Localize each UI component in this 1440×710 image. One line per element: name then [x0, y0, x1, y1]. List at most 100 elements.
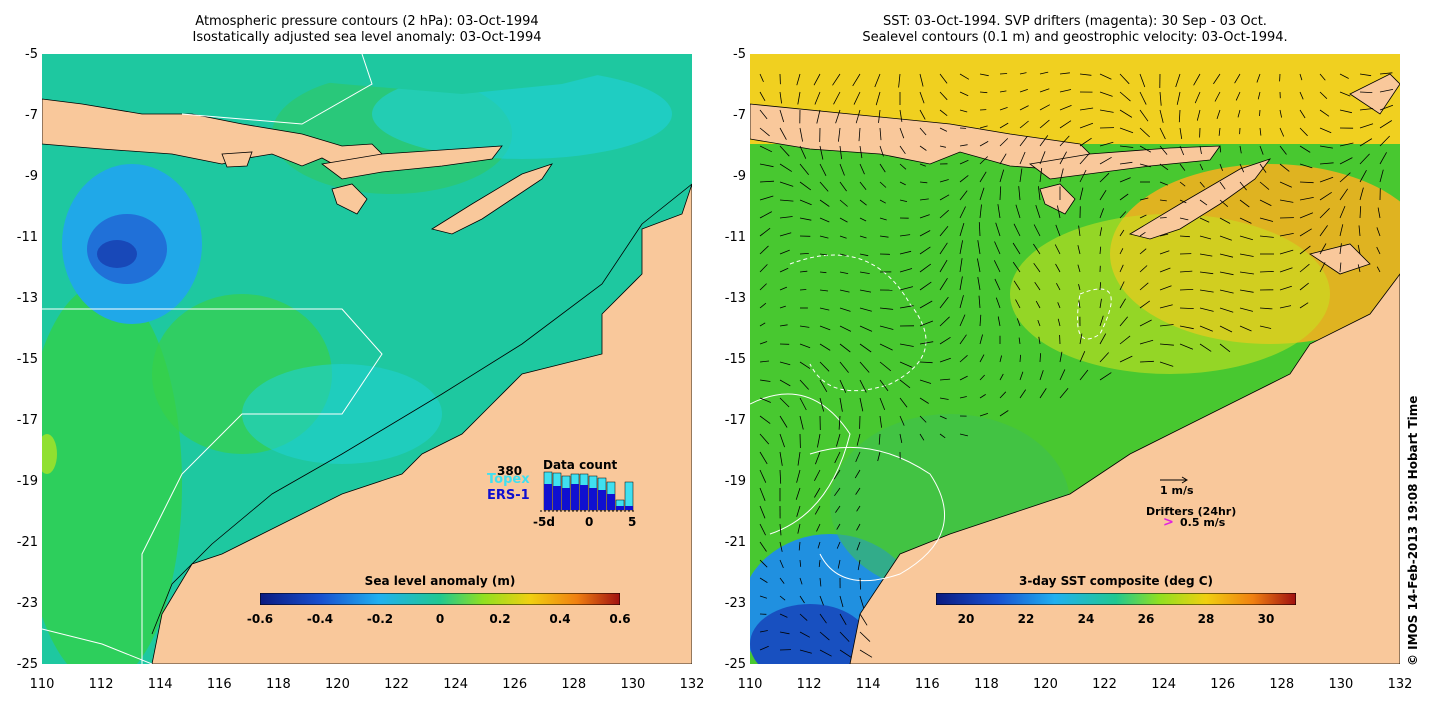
velocity-vector: [1299, 145, 1311, 153]
velocity-vector: [799, 595, 805, 604]
velocity-vector: [1059, 388, 1069, 399]
velocity-vector: [1139, 339, 1154, 345]
velocity-vector: [1159, 217, 1167, 219]
velocity-vector: [1159, 127, 1166, 140]
velocity-vector: [1319, 109, 1330, 117]
velocity-vector: [1099, 109, 1114, 113]
velocity-vector: [839, 361, 849, 373]
pressure-contour-1: [42, 308, 383, 664]
velocity-vector: [1057, 205, 1061, 219]
velocity-vector: [759, 227, 771, 237]
velocity-vector: [978, 222, 981, 237]
velocity-vector: [779, 163, 793, 172]
velocity-vector: [1239, 145, 1242, 154]
velocity-vector: [798, 541, 801, 551]
velocity-vector: [1179, 199, 1187, 204]
velocity-vector: [854, 469, 861, 479]
velocity-vector: [1379, 104, 1394, 111]
velocity-vector: [899, 361, 913, 368]
velocity-vector: [1019, 151, 1026, 165]
velocity-vector: [839, 289, 850, 293]
lat-tick-label: -11: [16, 230, 38, 245]
velocity-vector: [1059, 105, 1072, 111]
velocity-vector: [979, 187, 985, 201]
velocity-vector: [858, 127, 861, 142]
velocity-vector: [856, 523, 861, 531]
velocity-vector: [1059, 120, 1072, 129]
lon-tick-label: 110: [29, 677, 55, 692]
velocity-vector: [899, 181, 906, 186]
velocity-vector: [1159, 145, 1168, 155]
velocity-vector: [819, 397, 825, 412]
velocity-vector: [1099, 141, 1114, 147]
velocity-vector: [939, 259, 948, 273]
velocity-vector: [1119, 281, 1125, 291]
velocity-vector: [977, 276, 981, 291]
velocity-vector: [779, 397, 790, 408]
velocity-vector: [1099, 282, 1101, 291]
velocity-vector: [819, 217, 830, 223]
velocity-vector: [819, 163, 827, 176]
velocity-vector: [759, 322, 766, 327]
velocity-vector: [1259, 217, 1274, 222]
velocity-vector: [1339, 142, 1354, 147]
velocity-vector: [855, 487, 861, 495]
lon-tick-label: 118: [265, 677, 291, 692]
sst-colorbar: [936, 593, 1296, 605]
velocity-vector: [799, 397, 807, 411]
velocity-vector: [899, 397, 908, 408]
velocity-vector: [879, 199, 886, 204]
velocity-vector: [759, 415, 771, 424]
velocity-vector: [799, 361, 811, 369]
velocity-vector: [1199, 181, 1205, 188]
velocity-vector: [1376, 266, 1381, 273]
velocity-vector: [1159, 324, 1174, 327]
velocity-vector: [1159, 267, 1171, 273]
velocity-vector: [879, 145, 884, 157]
velocity-vector: [1079, 169, 1087, 183]
velocity-vector: [919, 163, 926, 167]
velocity-vector: [1339, 205, 1346, 219]
lon-tick-label: 112: [88, 677, 114, 692]
velocity-vector: [978, 295, 981, 309]
velocity-vector: [1299, 73, 1303, 81]
velocity-vector: [797, 523, 801, 534]
velocity-vector: [832, 73, 841, 86]
velocity-vector: [899, 379, 911, 389]
lon-tick-label: 114: [855, 677, 881, 692]
lon-tick-label: 124: [1151, 677, 1177, 692]
velocity-vector: [1099, 298, 1102, 309]
velocity-vector: [999, 355, 1002, 363]
lon-tick-label: 116: [206, 677, 232, 692]
velocity-vector: [1199, 253, 1213, 257]
lon-tick-label: 132: [679, 677, 705, 692]
velocity-vector: [979, 374, 985, 381]
lat-tick-label: -11: [724, 230, 746, 245]
velocity-vector: [1319, 225, 1328, 237]
velocity-vector: [879, 181, 887, 188]
velocity-vector: [1139, 360, 1154, 363]
lon-tick-label: 114: [147, 677, 173, 692]
velocity-vector: [959, 109, 968, 113]
velocity-vector: [879, 307, 894, 310]
velocity-vector: [1179, 343, 1194, 350]
velocity-vector: [1179, 325, 1194, 330]
velocity-vector: [1079, 187, 1084, 201]
velocity-vector: [759, 283, 767, 291]
velocity-vector: [779, 541, 783, 552]
velocity-vector: [1379, 169, 1384, 183]
velocity-vector: [997, 204, 1001, 219]
velocity-vector: [1199, 307, 1214, 312]
right-title-line1: SST: 03-Oct-1994. SVP drifters (magenta)…: [883, 14, 1267, 29]
velocity-vector: [779, 577, 785, 584]
velocity-vector: [836, 523, 841, 530]
velocity-vector: [1099, 315, 1104, 327]
lat-tick-label: -15: [16, 352, 38, 367]
velocity-vector: [1039, 104, 1050, 111]
velocity-vector: [919, 127, 927, 136]
velocity-vector: [1039, 71, 1049, 75]
velocity-vector: [779, 451, 783, 466]
imos-credit: © IMOS 14-Feb-2013 19:08 Hobart Time: [1406, 395, 1420, 666]
velocity-vector: [1199, 271, 1214, 275]
velocity-vector: [899, 109, 903, 122]
